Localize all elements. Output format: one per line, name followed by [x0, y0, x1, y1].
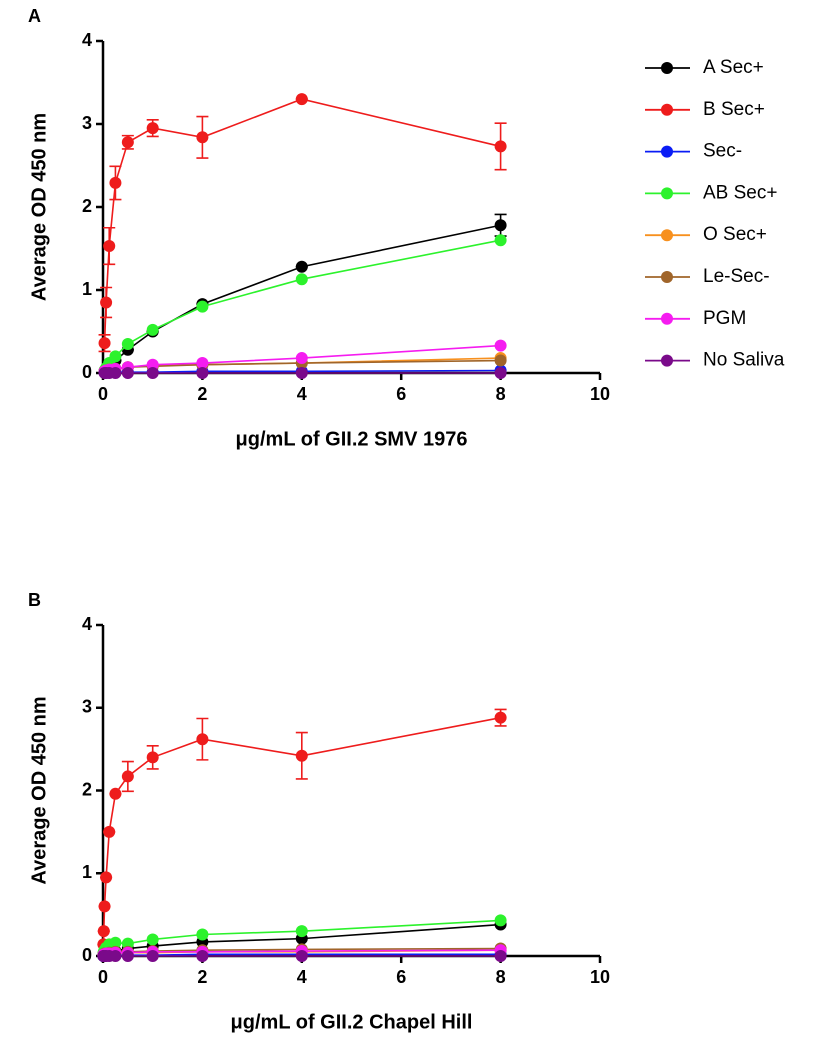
- legend-marker: [661, 62, 673, 74]
- legend-label: B Sec+: [703, 99, 765, 120]
- y-tick-label: 0: [82, 945, 92, 965]
- data-point: [109, 950, 122, 962]
- data-point: [295, 352, 308, 365]
- data-point: [121, 937, 134, 950]
- x-tick-label: 2: [197, 384, 207, 404]
- x-tick-label: 10: [590, 384, 610, 404]
- y-tick-label: 1: [82, 862, 92, 882]
- data-point: [494, 354, 507, 367]
- y-axis-title: Average OD 450 nm: [28, 113, 50, 301]
- legend-label: No Saliva: [703, 350, 785, 371]
- legend-marker: [661, 271, 673, 283]
- data-point: [109, 350, 122, 363]
- data-point: [98, 337, 111, 350]
- x-tick-label: 6: [396, 384, 406, 404]
- legend-label: Le-Sec-: [703, 266, 770, 287]
- data-point: [100, 296, 113, 309]
- series-line: [103, 98, 501, 344]
- y-tick-label: 0: [82, 362, 92, 382]
- x-axis-title: μg/mL of GII.2 Chapel Hill: [231, 1011, 473, 1033]
- data-point: [494, 950, 507, 962]
- x-tick-label: 8: [496, 384, 506, 404]
- x-tick-label: 0: [98, 967, 108, 987]
- legend-label: PGM: [703, 308, 746, 329]
- data-point: [295, 93, 308, 106]
- data-point: [121, 136, 134, 149]
- legend-label: AB Sec+: [703, 182, 777, 203]
- x-tick-label: 10: [590, 967, 610, 987]
- y-tick-label: 2: [82, 196, 92, 216]
- legend-label: Sec-: [703, 141, 742, 162]
- data-point: [98, 900, 111, 913]
- data-point: [146, 751, 159, 764]
- data-point: [121, 950, 134, 962]
- x-tick-label: 4: [297, 967, 307, 987]
- x-tick-label: 0: [98, 384, 108, 404]
- y-tick-label: 3: [82, 113, 92, 133]
- data-point: [196, 733, 209, 746]
- y-tick-label: 2: [82, 779, 92, 799]
- y-tick-label: 4: [82, 30, 92, 50]
- data-point: [494, 234, 507, 247]
- legend-marker: [661, 312, 673, 325]
- legend-marker: [661, 354, 673, 367]
- x-tick-label: 2: [197, 967, 207, 987]
- data-point: [121, 770, 134, 783]
- x-tick-label: 8: [496, 967, 506, 987]
- data-point: [196, 131, 209, 144]
- legend-marker: [661, 187, 673, 200]
- data-point: [494, 219, 507, 232]
- data-point: [196, 357, 209, 370]
- legend-marker: [661, 229, 673, 242]
- data-point: [494, 140, 507, 153]
- data-point: [146, 933, 159, 946]
- data-point: [295, 273, 308, 286]
- y-tick-label: 3: [82, 697, 92, 717]
- data-point: [100, 871, 113, 884]
- x-axis-title: μg/mL of GII.2 SMV 1976: [236, 428, 468, 450]
- data-point: [295, 260, 308, 273]
- data-point: [97, 925, 110, 938]
- data-point: [146, 358, 159, 371]
- series-line: [103, 239, 501, 371]
- data-point: [146, 950, 159, 962]
- data-point: [146, 122, 159, 135]
- data-point: [295, 950, 308, 962]
- data-point: [494, 339, 507, 352]
- data-point: [109, 787, 122, 800]
- y-tick-label: 4: [82, 614, 92, 634]
- panel-label: A: [28, 6, 41, 26]
- data-point: [146, 323, 159, 336]
- legend-label: O Sec+: [703, 224, 767, 245]
- x-tick-label: 6: [396, 967, 406, 987]
- data-point: [109, 936, 122, 949]
- x-tick-label: 4: [297, 384, 307, 404]
- data-point: [109, 176, 122, 189]
- data-point: [103, 240, 116, 253]
- data-point: [196, 300, 209, 313]
- data-point: [121, 337, 134, 350]
- legend-label: A Sec+: [703, 57, 764, 78]
- panel-label: B: [28, 590, 41, 610]
- data-point: [494, 711, 507, 724]
- data-point: [196, 367, 209, 379]
- data-point: [196, 950, 209, 962]
- data-point: [494, 367, 507, 379]
- data-point: [494, 914, 507, 927]
- data-point: [121, 367, 134, 379]
- y-tick-label: 1: [82, 279, 92, 299]
- data-point: [295, 367, 308, 379]
- data-point: [146, 367, 159, 379]
- data-point: [295, 925, 308, 938]
- data-point: [196, 928, 209, 941]
- data-point: [109, 367, 122, 379]
- y-axis-title: Average OD 450 nm: [28, 696, 50, 884]
- legend-marker: [661, 145, 673, 158]
- data-point: [295, 749, 308, 762]
- data-point: [103, 825, 116, 838]
- legend-marker: [661, 103, 673, 116]
